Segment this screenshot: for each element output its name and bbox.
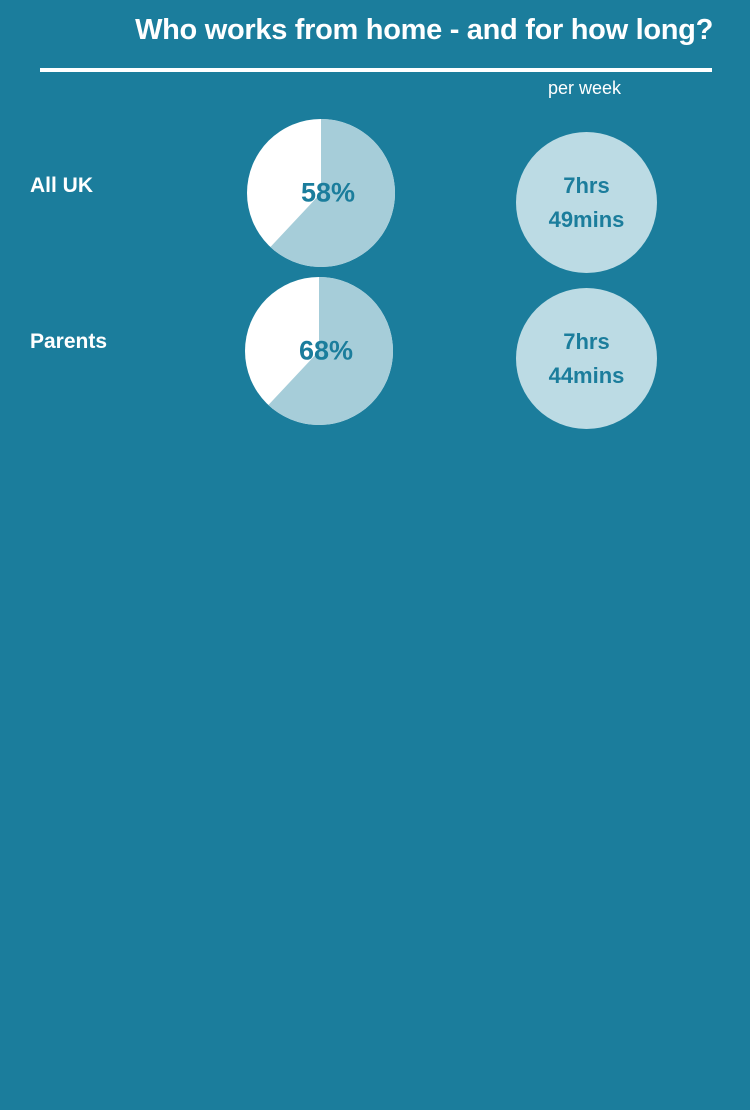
pie-chart-all-uk: 58% xyxy=(247,119,395,267)
pie-graphic xyxy=(245,277,393,425)
row-label-parents: Parents xyxy=(30,330,108,353)
time-circle-all-uk: 7hrs 49mins xyxy=(516,132,657,273)
per-week-column-label: per week xyxy=(548,78,622,98)
time-circle-parents: 7hrs 44mins xyxy=(516,288,657,429)
row-label-all-uk: All UK xyxy=(30,174,93,197)
page-title: Who works from home - and for how long? xyxy=(135,14,713,46)
percent-value: 68% xyxy=(298,335,354,366)
percent-value: 58% xyxy=(300,177,356,208)
time-minutes: 49mins xyxy=(548,206,625,232)
pie-chart-parents: 68% xyxy=(245,277,393,425)
time-minutes: 44mins xyxy=(548,362,625,388)
time-hours: 7hrs xyxy=(563,172,610,198)
pie-graphic xyxy=(247,119,395,267)
title-divider xyxy=(40,68,712,72)
time-hours: 7hrs xyxy=(563,328,610,354)
